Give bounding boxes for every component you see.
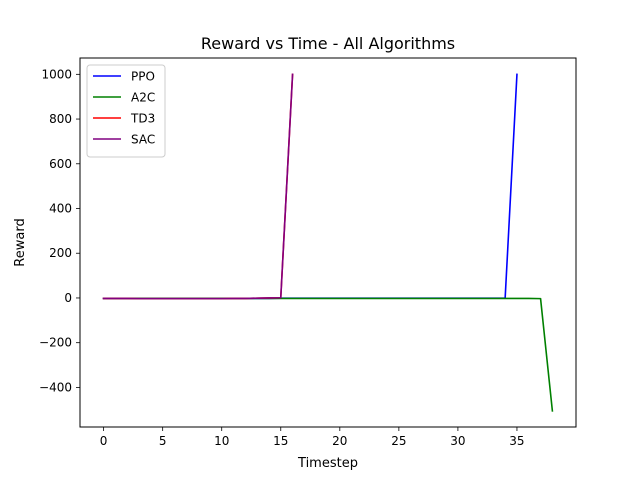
- x-tick-label: 10: [214, 434, 229, 448]
- x-tick-label: 25: [391, 434, 406, 448]
- x-tick-label: 15: [273, 434, 288, 448]
- chart-title: Reward vs Time - All Algorithms: [201, 34, 455, 53]
- x-tick-label: 35: [509, 434, 524, 448]
- x-tick-label: 30: [450, 434, 465, 448]
- series-line-sac: [102, 73, 294, 300]
- y-axis: −400 −200 0 200 400 600 800 1000: [39, 67, 80, 394]
- axes-frame: [79, 57, 577, 428]
- legend-label-a2c: A2C: [131, 91, 155, 105]
- y-tick-label: 1000: [41, 67, 72, 81]
- x-axis: 0 5 10 15 20 25 30 35: [100, 427, 525, 448]
- x-tick-label: 5: [159, 434, 167, 448]
- plot-area: [102, 73, 554, 412]
- y-tick-label: −400: [39, 380, 72, 394]
- x-tick-label: 20: [332, 434, 347, 448]
- y-tick-label: 600: [49, 157, 72, 171]
- x-tick-label: 0: [100, 434, 108, 448]
- legend-label-sac: SAC: [131, 133, 155, 147]
- legend-box: [86, 64, 166, 158]
- y-tick-label: 200: [49, 246, 72, 260]
- y-axis-label: Reward: [13, 218, 28, 266]
- y-tick-label: −200: [39, 336, 72, 350]
- legend-label-ppo: PPO: [131, 70, 155, 84]
- y-tick-label: 0: [64, 291, 72, 305]
- y-tick-label: 400: [49, 202, 72, 216]
- y-tick-label: 800: [49, 112, 72, 126]
- x-axis-label: Timestep: [297, 456, 358, 471]
- legend-label-td3: TD3: [130, 112, 155, 126]
- legend: PPO A2C TD3 SAC: [86, 64, 166, 158]
